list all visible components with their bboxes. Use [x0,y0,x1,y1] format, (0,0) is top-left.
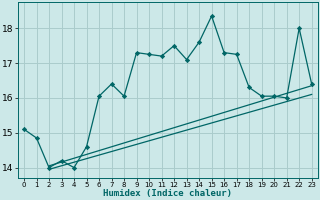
X-axis label: Humidex (Indice chaleur): Humidex (Indice chaleur) [103,189,232,198]
